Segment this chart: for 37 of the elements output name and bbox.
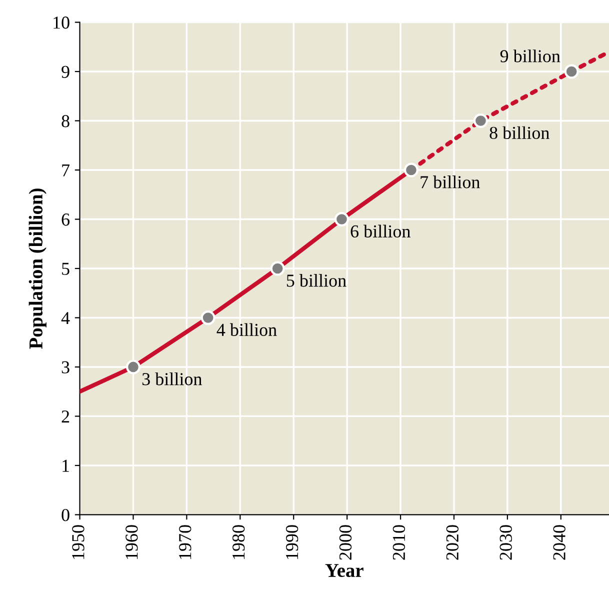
y-tick-label: 8 (62, 115, 70, 128)
y-tick-label: 5 (62, 262, 70, 275)
point (126, 360, 140, 374)
annotation: 5 billion (286, 274, 346, 287)
annotation: 7 billion (420, 176, 480, 188)
y-tick-label: 2 (62, 410, 70, 422)
x-tick-label: 1990 (286, 525, 298, 559)
y-tick-label: 10 (54, 16, 70, 29)
point (334, 212, 349, 227)
x-axis-title: Year (325, 564, 364, 578)
point (564, 64, 579, 79)
annotation: 3 billion (142, 372, 202, 386)
point (270, 261, 285, 276)
point (200, 310, 216, 325)
y-axis-title: Population (billion) (28, 188, 46, 349)
annotation: 4 billion (216, 323, 277, 336)
y-tick-label: 1 (62, 460, 69, 472)
annotation: 6 billion (350, 224, 410, 238)
x-tick-label: 1960 (126, 525, 138, 559)
x-tick-label: 2020 (446, 525, 458, 560)
x-tick-label: 1950 (72, 525, 84, 559)
y-tick-label: 7 (62, 164, 70, 176)
y-tick-label: 3 (62, 361, 70, 374)
point (404, 162, 418, 178)
y-tick-label: 9 (62, 66, 70, 78)
y-tick-label: 0 (62, 508, 70, 522)
x-tick-label: 1980 (232, 525, 245, 559)
point (473, 114, 488, 128)
annotation: 8 billion (490, 126, 550, 140)
x-tick-label: 2030 (500, 525, 512, 560)
y-tick-label: 4 (61, 312, 70, 324)
x-tick-label: 2040 (553, 525, 566, 560)
annotation: 9 billion (500, 50, 560, 62)
x-tick-label: 1970 (179, 525, 192, 559)
x-tick-label: 2000 (339, 525, 352, 560)
x-tick-label: 2010 (392, 525, 406, 560)
y-tick-label: 6 (62, 214, 70, 226)
